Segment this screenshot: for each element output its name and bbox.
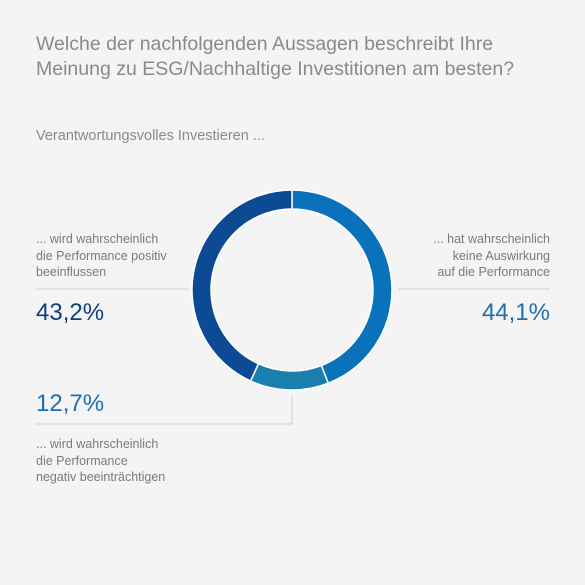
slice-value-negative: 12,7% [36, 390, 105, 417]
title-line-2: Meinung zu ESG/Nachhaltige Investitionen… [36, 58, 515, 80]
label-line: ... hat wahrscheinlich [433, 232, 550, 246]
label-line: negativ beeinträchtigen [36, 470, 166, 484]
label-line: auf die Performance [437, 265, 550, 279]
label-line: die Performance positiv [36, 248, 167, 263]
donut-slice-positive [191, 189, 293, 383]
label-line: ... wird wahrscheinlich [36, 232, 159, 246]
chart-title: Welche der nachfolgenden Aussagen beschr… [36, 32, 566, 82]
donut-slice-negative [249, 362, 330, 391]
slice-value-positive: 43,2% [36, 299, 105, 326]
label-line: beeinflussen [36, 265, 107, 279]
chart-subtitle: Verantwortungsvolles Investieren ... [36, 128, 265, 144]
title-line-1: Welche der nachfolgenden Aussagen beschr… [36, 33, 494, 55]
slice-label-negative: ... wird wahrscheinlich die Performance … [36, 436, 165, 486]
label-line: keine Auswirkung [452, 248, 550, 263]
donut-slice-neutral [291, 189, 393, 385]
slice-label-positive: ... wird wahrscheinlich die Performance … [36, 231, 167, 281]
leader-line-negative [36, 396, 293, 425]
label-line: ... wird wahrscheinlich [36, 437, 159, 451]
label-line: die Performance [36, 453, 128, 468]
slice-label-neutral: ... hat wahrscheinlich keine Auswirkung … [433, 231, 550, 281]
slice-value-neutral: 44,1% [481, 299, 550, 326]
